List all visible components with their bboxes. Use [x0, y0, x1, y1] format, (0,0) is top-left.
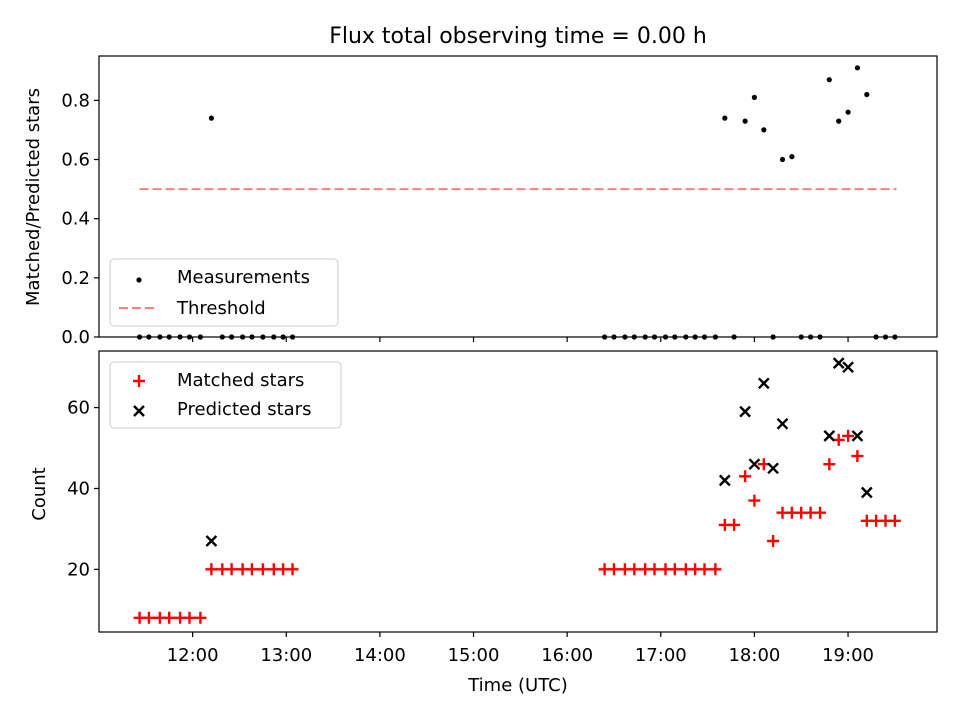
predicted-legend-marker — [133, 405, 145, 417]
predicted-stars-point — [767, 462, 779, 475]
measurement-point — [836, 118, 842, 124]
x-axis-label: Time (UTC) — [467, 675, 568, 696]
matched-stars-point — [245, 563, 258, 576]
predicted-stars-point — [718, 474, 731, 487]
predicted-stars-point — [842, 361, 854, 374]
bottom-y-tick-label: 60 — [67, 398, 90, 419]
matched-stars-point — [698, 563, 711, 576]
predicted-stars-point — [860, 486, 873, 499]
measurement-point — [854, 65, 861, 71]
legend-threshold-label: Threshold — [176, 298, 266, 319]
x-tick-label: 16:00 — [541, 645, 593, 666]
matched-stars-point — [648, 563, 661, 576]
x-tick-label: 18:00 — [728, 645, 780, 666]
bottom-y-axis-label: Count — [29, 467, 50, 520]
top-y-tick-label: 0.8 — [61, 90, 90, 111]
legend-predicted-label: Predicted stars — [177, 399, 311, 420]
count-panel: 20 40 60 12:00 13:00 14:00 15:00 16:00 17:00 18:… — [29, 350, 938, 696]
top-legend: Measurements Threshold — [109, 258, 339, 327]
bottom-y-ticks: 20 40 60 — [67, 398, 99, 580]
matched-stars-point — [163, 611, 176, 624]
measurement-point — [751, 94, 758, 100]
bottom-y-tick-label: 20 — [67, 559, 90, 580]
matched-stars-point — [142, 611, 155, 624]
x-tick-label: 12:00 — [167, 645, 219, 666]
x-tick-label: 15:00 — [448, 645, 500, 666]
matched-stars-point — [748, 494, 761, 507]
matched-stars-point — [842, 429, 855, 442]
bottom-axes-frame — [98, 350, 938, 633]
matched-stars-point — [728, 518, 741, 531]
top-y-tick-label: 0.4 — [61, 209, 90, 230]
measurements-legend-marker — [136, 277, 142, 283]
predicted-stars-point — [832, 357, 845, 369]
predicted-stars-point — [739, 405, 751, 418]
matched-stars-point — [628, 563, 641, 576]
chart-title: Flux total observing time = 0.00 h — [329, 24, 707, 49]
matched-stars-point — [225, 563, 238, 576]
legend-measurements-label: Measurements — [177, 267, 310, 288]
bottom-legend: Matched stars Predicted stars — [109, 361, 342, 429]
matched-stars-point — [823, 458, 836, 471]
measurement-point — [208, 115, 214, 121]
top-y-tick-label: 0.2 — [61, 268, 90, 289]
predicted-stars-point — [823, 430, 836, 442]
measurement-point — [826, 77, 832, 83]
x-tick-label: 19:00 — [822, 645, 874, 666]
matched-stars-point — [194, 611, 207, 624]
matched-stars-point — [739, 470, 752, 483]
top-y-ticks: 0.0 0.2 0.4 0.6 0.8 — [61, 90, 99, 348]
measurement-point — [761, 127, 767, 133]
measurement-point — [722, 115, 728, 121]
bottom-plot-area — [133, 357, 901, 624]
predicted-stars-point — [748, 458, 761, 471]
x-tick-label: 13:00 — [260, 645, 312, 666]
matched-stars-point — [767, 535, 780, 547]
top-y-tick-label: 0.6 — [61, 150, 90, 171]
measurement-point — [779, 156, 786, 163]
measurement-point — [864, 91, 870, 98]
matched-stars-point — [709, 563, 722, 576]
measurement-point — [742, 118, 748, 124]
top-plot-area — [137, 65, 898, 340]
predicted-stars-point — [757, 377, 770, 390]
top-y-axis-label: Matched/Predicted stars — [23, 88, 44, 306]
matched-stars-point — [668, 563, 681, 576]
top-x-ticks — [192, 337, 849, 342]
matched-stars-point — [286, 563, 299, 576]
measurement-point — [789, 154, 795, 160]
ratio-panel: 0.00.20.40.60.8 Matched/Predicted stars … — [23, 55, 938, 348]
top-y-tick-label: 0.0 — [61, 327, 90, 348]
matched-stars-point — [205, 563, 218, 576]
legend-matched-label: Matched stars — [177, 370, 304, 391]
matched-stars-point — [256, 563, 269, 576]
matched-stars-point — [183, 611, 196, 624]
bottom-x-ticks: 12:00 13:00 14:00 15:00 16:00 17:00 18:00 19:00 — [167, 632, 874, 666]
predicted-stars-point — [205, 535, 218, 547]
predicted-stars-point — [776, 417, 789, 430]
matched-legend-marker — [133, 375, 145, 387]
matched-stars-point — [888, 514, 901, 527]
matched-stars-point — [851, 450, 864, 463]
bottom-y-tick-label: 40 — [67, 478, 90, 499]
measurement-point — [845, 109, 851, 115]
x-tick-label: 17:00 — [635, 645, 687, 666]
predicted-stars-point — [851, 430, 864, 442]
top-axes-frame — [98, 55, 938, 338]
x-tick-label: 14:00 — [354, 645, 406, 666]
matched-stars-point — [814, 506, 826, 519]
matched-stars-point — [608, 563, 620, 576]
